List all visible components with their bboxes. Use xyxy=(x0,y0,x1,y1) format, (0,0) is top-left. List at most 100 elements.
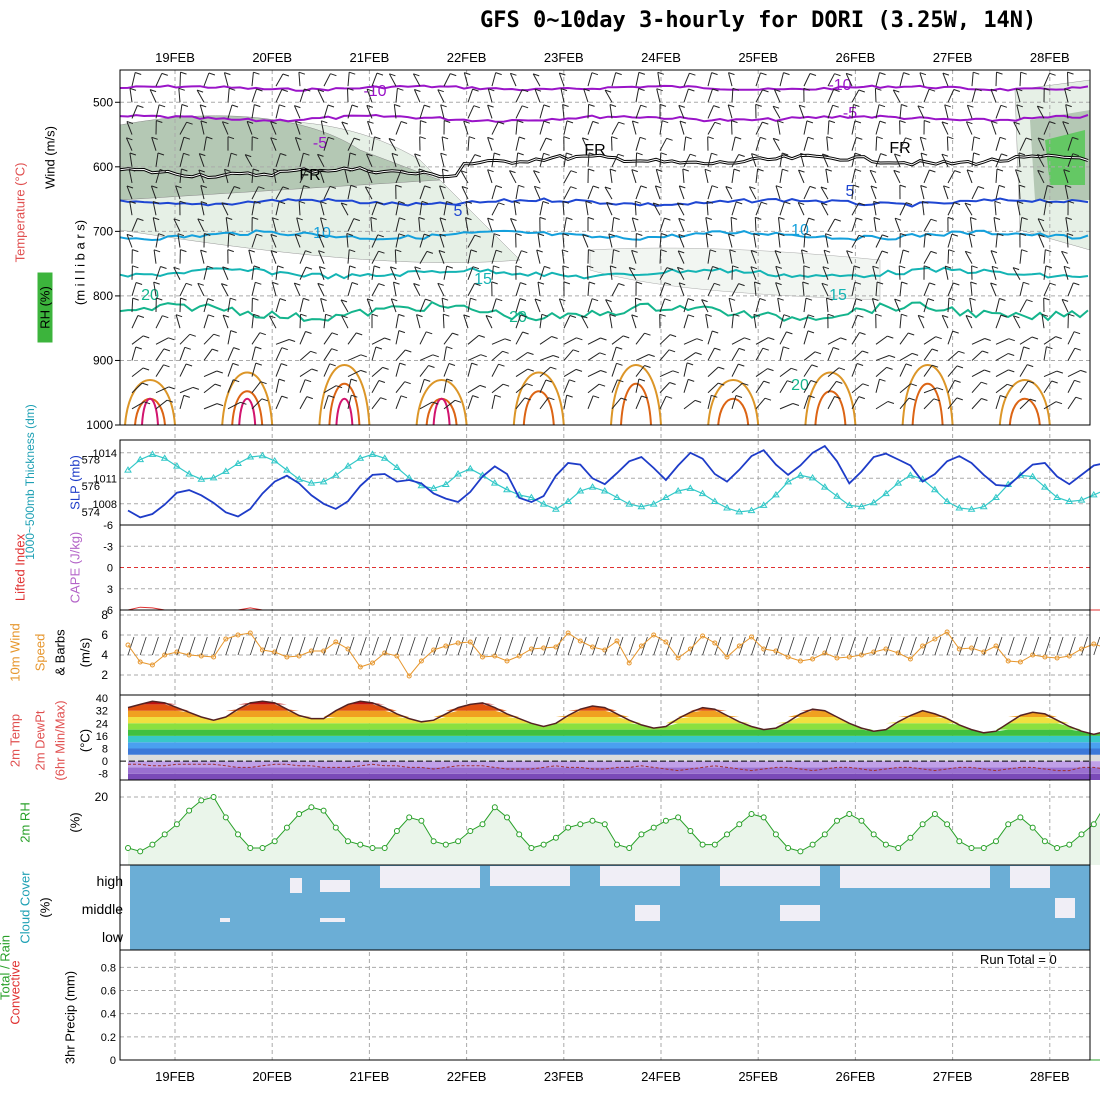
wind10m-barb xyxy=(897,636,905,656)
wind-barb-flag xyxy=(981,398,988,401)
wind-barb-flag xyxy=(965,315,973,318)
wind-barb xyxy=(851,383,864,394)
wind-barb xyxy=(463,72,469,87)
wind-barb xyxy=(562,201,565,216)
wind-barb xyxy=(439,185,445,200)
wind-barb-flag xyxy=(814,351,822,355)
wind-barb-flag xyxy=(135,346,142,350)
wind-barb-flag xyxy=(1067,71,1074,75)
wind-barb-flag xyxy=(142,382,149,386)
wind-barb-flag xyxy=(502,350,509,354)
wind-barb-flag xyxy=(377,234,384,238)
wind-barb xyxy=(419,331,427,345)
wind-barb-flag xyxy=(730,216,738,220)
wind-barb xyxy=(388,73,397,87)
wind-barb-flag xyxy=(143,335,150,339)
wind-barb xyxy=(851,235,860,248)
wind-barb xyxy=(344,169,349,184)
wind-barb xyxy=(539,120,545,135)
wind-barb-flag xyxy=(474,283,481,286)
wind-barb xyxy=(875,104,880,119)
wind-barb-flag xyxy=(277,265,284,269)
wind-barb-flag xyxy=(522,89,529,93)
wind10m-barb xyxy=(225,636,233,656)
wind-barb-flag xyxy=(760,72,767,76)
wind-barb-flag xyxy=(234,186,241,189)
wind-barb xyxy=(467,154,476,168)
wind-barb xyxy=(203,348,213,361)
thickness-point xyxy=(930,485,939,493)
wind-barb xyxy=(652,202,661,216)
wind-barb xyxy=(129,152,133,167)
wind10m-barb xyxy=(200,636,208,656)
thickness-point xyxy=(1053,493,1061,501)
wind-barb-flag xyxy=(382,366,389,370)
wind-barb xyxy=(827,218,836,232)
wind-barb-flag xyxy=(944,104,951,108)
precip-tick-label: 0.6 xyxy=(101,986,116,998)
wind-barb xyxy=(153,282,157,296)
cloud-clear-block xyxy=(320,918,345,922)
wind-barb xyxy=(419,354,434,361)
wind-barb-flag xyxy=(163,364,170,368)
wind-barb-flag xyxy=(1049,282,1056,286)
wind-barb-flag xyxy=(543,152,550,156)
wind-barb xyxy=(803,314,809,329)
wind-barb xyxy=(299,266,307,280)
temp-contour-35 xyxy=(432,397,451,426)
cloud-level-label: high xyxy=(97,873,123,889)
wind-barb xyxy=(628,267,637,281)
wind-barb xyxy=(227,233,230,248)
wind-barb xyxy=(731,136,736,151)
wind-barb-flag xyxy=(378,380,386,383)
wind-barb-flag xyxy=(1038,234,1045,238)
wind-barb-flag xyxy=(517,152,524,156)
rh2m-point xyxy=(711,841,718,848)
wind-barb-flag xyxy=(161,72,168,76)
thickness-tick-label: 574 xyxy=(82,507,100,519)
wind-barb-flag xyxy=(984,369,991,373)
wind-barb xyxy=(827,120,830,135)
wind-barb-flag xyxy=(901,281,908,285)
wind-barb xyxy=(923,233,926,248)
wind-barb xyxy=(1043,265,1047,280)
wind-barb xyxy=(340,299,349,313)
wind-barb-flag xyxy=(366,104,373,108)
wind-barb xyxy=(704,169,709,184)
wind-barb-flag xyxy=(927,298,935,302)
wind-barb xyxy=(705,217,709,232)
wind-barb xyxy=(606,202,613,216)
wind-barb-flag xyxy=(413,73,420,77)
wind-barb-flag xyxy=(803,87,810,91)
wind-barb xyxy=(299,331,306,345)
wind-barb xyxy=(419,298,426,313)
wind-barb xyxy=(197,218,205,232)
wind-barb-flag xyxy=(229,87,236,91)
wind-barb-flag xyxy=(414,89,421,92)
wind-barb xyxy=(515,397,526,410)
wind-barb xyxy=(275,265,279,280)
wind-barb xyxy=(899,281,902,296)
wind-barb-flag xyxy=(1074,347,1081,351)
wind-barb xyxy=(851,169,856,184)
wind-barb xyxy=(562,233,565,248)
wind10m-barb xyxy=(702,636,709,656)
wind-barb xyxy=(898,265,901,280)
temp-band xyxy=(128,723,1100,730)
wind-barb-flag xyxy=(509,170,516,174)
wind-barb-flag xyxy=(870,185,878,189)
wind-barb xyxy=(222,266,229,280)
wind-barb-flag xyxy=(969,297,976,301)
wind-barb-flag xyxy=(754,281,761,285)
wind-barb xyxy=(683,136,687,151)
wind-barb-flag xyxy=(559,298,566,302)
wind-barb-flag xyxy=(1063,265,1071,269)
wind-barb xyxy=(539,153,545,167)
wind-barb xyxy=(299,314,302,329)
wind-barb-flag xyxy=(881,250,889,254)
wind-barb-flag xyxy=(485,315,493,318)
wind10m-barb xyxy=(237,636,245,656)
rh2m-point xyxy=(821,831,828,838)
wind-barb-flag xyxy=(397,87,404,91)
wind-barb-flag xyxy=(350,184,357,188)
